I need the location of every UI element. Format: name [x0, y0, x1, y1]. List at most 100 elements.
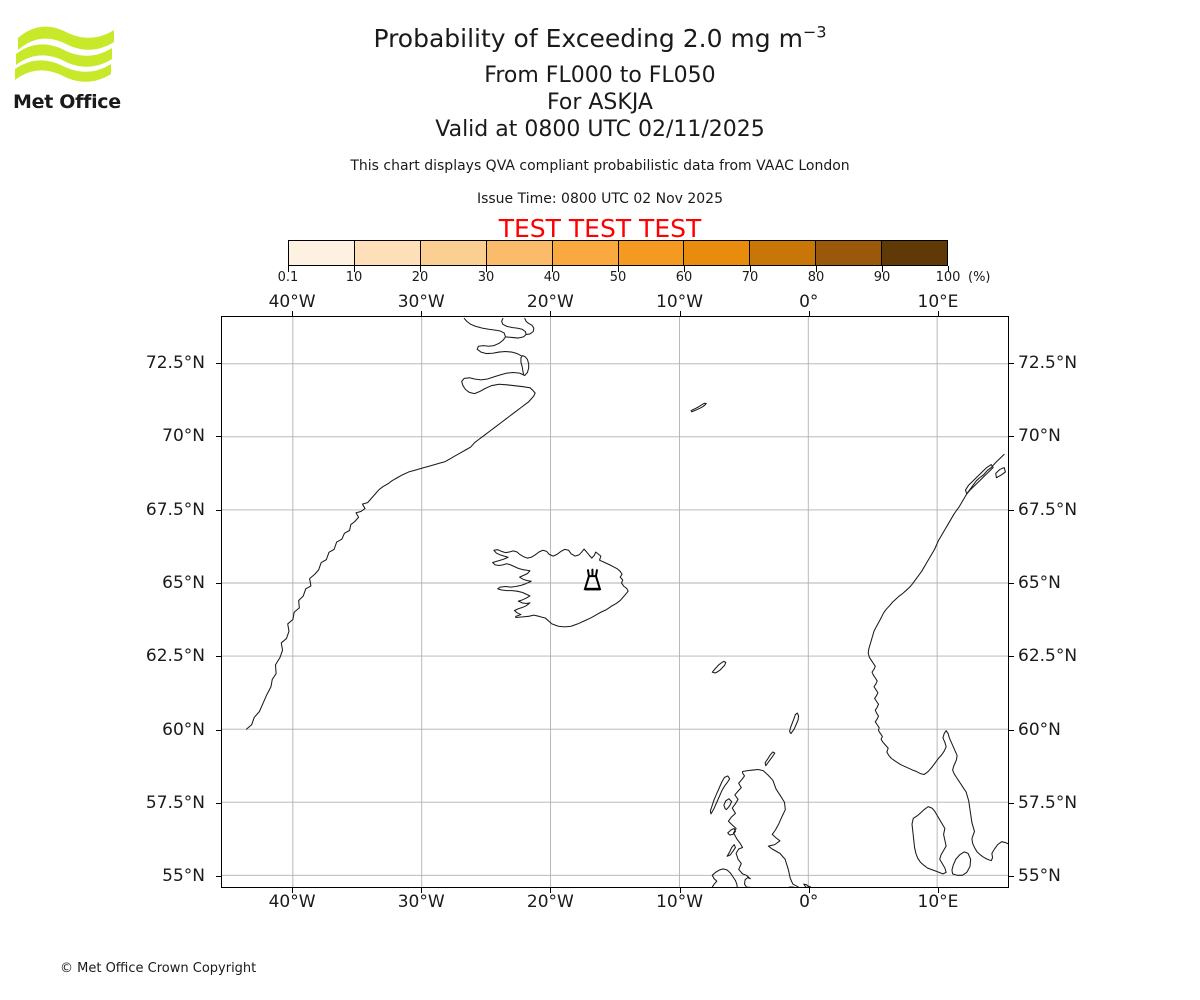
lat-label-left-0: 72.5°N [145, 352, 205, 373]
colorbar-band-0 [289, 241, 354, 265]
met-office-wave-mark [15, 26, 114, 82]
lon-tick-top-1 [421, 311, 423, 316]
lon-label-bottom-2: 20°W [526, 892, 574, 912]
lon-tick-bottom-1 [421, 888, 423, 893]
lon-label-top-2: 20°W [526, 292, 574, 312]
lat-label-right-6: 57.5°N [1018, 792, 1078, 813]
volcano-name-title: For ASKJA [547, 90, 653, 115]
colorbar-tick-label-5: 50 [609, 270, 627, 285]
probability-colorbar [288, 240, 948, 266]
colorbar-tick-label-0: 0.1 [277, 270, 299, 285]
valid-time-title: Valid at 0800 UTC 02/11/2025 [435, 117, 765, 142]
colorbar-tick-label-3: 30 [477, 270, 495, 285]
coastline-greenland-north-inlet-1 [501, 317, 527, 339]
lat-label-left-1: 70°N [162, 426, 205, 447]
lon-label-top-3: 10°W [656, 292, 704, 312]
colorbar-tick-7 [750, 266, 751, 272]
coastline-greenland-north-peninsula [524, 317, 535, 336]
lon-tick-top-0 [292, 311, 294, 316]
volcano-plume-line-0 [586, 569, 590, 578]
lon-tick-top-5 [937, 311, 939, 316]
colorbar-tick-labels: 0.1 10 20 30 40 50 60 70 80 90 100 [278, 270, 961, 288]
coastline-iceland [492, 548, 629, 628]
met-office-logo: Met Office [12, 20, 122, 115]
lon-label-bottom-0: 40°W [268, 892, 316, 912]
lon-label-bottom-1: 30°W [397, 892, 445, 912]
lat-tick-left-0 [216, 362, 221, 364]
colorbar-tick-label-1: 10 [345, 270, 363, 285]
lat-label-left-6: 57.5°N [145, 792, 205, 813]
lon-label-top-1: 30°W [397, 292, 445, 312]
coastline-outer-hebrides [709, 775, 731, 815]
volcano-plume-line-2 [594, 569, 598, 578]
lat-tick-left-3 [216, 582, 221, 584]
coastline-isle-of-mull [727, 828, 736, 836]
lat-tick-left-1 [216, 436, 221, 438]
colorbar-tick-label-4: 40 [543, 270, 561, 285]
coastline-greenland-north-coast-1 [463, 317, 522, 357]
lon-label-top-0: 40°W [268, 292, 316, 312]
lat-tick-left-6 [216, 802, 221, 804]
qva-note: This chart displays QVA compliant probab… [350, 158, 850, 174]
met-office-logo-text: Met Office [13, 91, 121, 113]
lat-label-left-7: 55°N [162, 866, 205, 887]
lon-label-bottom-5: 10°E [917, 892, 959, 912]
colorbar-unit-label: (%) [968, 270, 991, 285]
colorbar-tick-5 [618, 266, 619, 272]
colorbar-band-2 [419, 241, 486, 265]
coastline-shetland [789, 712, 800, 735]
colorbar-tick-2 [420, 266, 421, 272]
lat-tick-right-2 [1009, 509, 1014, 511]
colorbar-band-7 [749, 241, 816, 265]
colorbar-tick-9 [882, 266, 883, 272]
lon-tick-top-4 [808, 311, 810, 316]
lat-tick-left-4 [216, 656, 221, 658]
coastline-greenland-east-coast [245, 387, 536, 730]
coastline-lofoten-islands [964, 464, 994, 495]
colorbar-tick-6 [684, 266, 685, 272]
coastline-greenland-scoresby-fjord [461, 372, 531, 395]
lat-tick-right-6 [1009, 802, 1014, 804]
coastline-isle-of-skye [723, 798, 733, 811]
coastline-islay-jura [726, 844, 736, 857]
lat-tick-right-1 [1009, 436, 1014, 438]
coastline-great-britain [727, 768, 811, 887]
coastline-faroe-islands [711, 660, 727, 674]
lon-tick-bottom-5 [937, 888, 939, 893]
colorbar-tick-label-7: 70 [741, 270, 759, 285]
colorbar-tick-label-9: 90 [873, 270, 891, 285]
lat-tick-left-7 [216, 876, 221, 878]
lon-tick-bottom-3 [679, 888, 681, 893]
chart-title: Probability of Exceeding 2.0 mg m−3 [0, 24, 1200, 54]
colorbar-tick-label-2: 20 [411, 270, 429, 285]
colorbar-tick-label-10: 100 [935, 270, 961, 285]
lon-tick-bottom-0 [292, 888, 294, 893]
map-plot-area[interactable] [221, 316, 1009, 888]
lon-label-top-4: 0° [799, 292, 819, 312]
coastline-norway-west-coast [867, 453, 1008, 862]
lat-tick-right-3 [1009, 582, 1014, 584]
lat-tick-right-4 [1009, 656, 1014, 658]
lat-label-left-2: 67.5°N [145, 499, 205, 520]
test-banner: TEST TEST TEST [498, 214, 702, 243]
lat-label-left-5: 60°N [162, 719, 205, 740]
map-canvas [222, 317, 1008, 887]
colorbar-band-9 [881, 241, 948, 265]
chart-title-text: Probability of Exceeding 2.0 mg m [373, 24, 803, 53]
flight-level-range: From FL000 to FL050 [484, 63, 716, 88]
volcano-erupting-icon [583, 568, 602, 591]
colorbar-band-6 [683, 241, 750, 265]
colorbar-tick-10 [948, 266, 949, 272]
lat-label-right-5: 60°N [1018, 719, 1061, 740]
colorbar-tick-3 [486, 266, 487, 272]
lon-tick-bottom-2 [550, 888, 552, 893]
colorbar-ticks [288, 266, 949, 274]
coastline-ireland-northeast [711, 868, 738, 887]
colorbar-band-4 [551, 241, 618, 265]
map-gridlines [222, 317, 1008, 887]
issue-time-label: Issue Time: 0800 UTC 02 Nov 2025 [476, 191, 724, 207]
coastline-denmark-jutland [911, 806, 947, 875]
lat-label-left-3: 65°N [162, 572, 205, 593]
coastline-denmark-zealand [951, 851, 972, 876]
lat-tick-left-5 [216, 729, 221, 731]
